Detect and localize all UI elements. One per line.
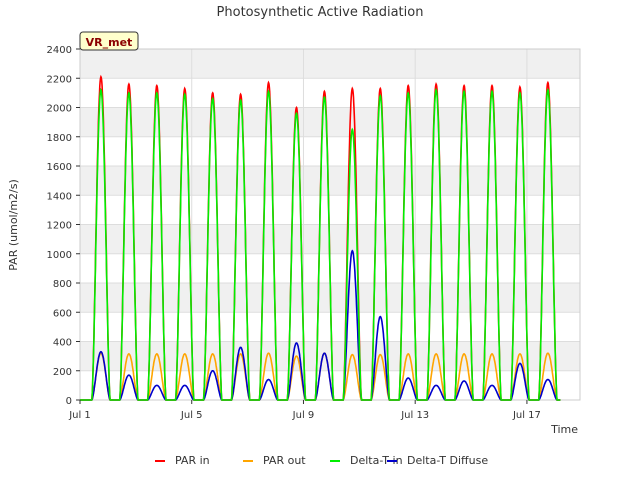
y-tick-label: 1600 [47,162,72,173]
y-tick-label: 2000 [47,104,72,115]
x-tick-label: Jul 9 [292,410,315,421]
site-label-box: VR_met [79,31,139,51]
legend-label: PAR out [263,454,306,467]
band [80,49,580,79]
x-tick-label: Jul 17 [512,410,541,421]
x-axis: Jul 1 Jul 5 Jul 9 Jul 13 Jul 17 [68,400,541,421]
legend-label: Delta-T Diffuse [407,454,488,467]
y-tick-label: 1200 [47,221,72,232]
y-tick-label: 200 [53,367,72,378]
series-layer [80,74,561,401]
chart-title: Photosynthetic Active Radiation [217,5,424,20]
y-tick-label: 2200 [47,74,72,85]
y-tick-label: 1000 [47,250,72,261]
y-tick-label: 600 [53,308,72,319]
band [80,107,580,137]
x-axis-label: Time [550,423,578,436]
y-axis: 0 200 400 600 800 1000 1200 1400 1600 1800 2000 220… [47,45,80,407]
series-line-delta-t-in [80,87,561,401]
legend-label: Delta-T in [350,454,403,467]
legend: PAR in PAR out Delta-T in Delta-T Diffuse [155,454,488,467]
y-axis-label: PAR (umol/m2/s) [7,179,20,271]
site-label: VR_met [86,36,133,49]
site-label-background [79,31,139,51]
y-tick-label: 1800 [47,133,72,144]
y-tick-label: 1400 [47,191,72,202]
background-bands [80,49,580,371]
y-tick-label: 0 [66,396,72,407]
y-tick-label: 400 [53,338,72,349]
x-tick-label: Jul 1 [68,410,91,421]
legend-label: PAR in [175,454,210,467]
y-tick-label: 2400 [47,45,72,56]
band [80,166,580,196]
x-tick-label: Jul 5 [180,410,203,421]
x-tick-label: Jul 13 [400,410,429,421]
y-tick-label: 800 [53,279,72,290]
